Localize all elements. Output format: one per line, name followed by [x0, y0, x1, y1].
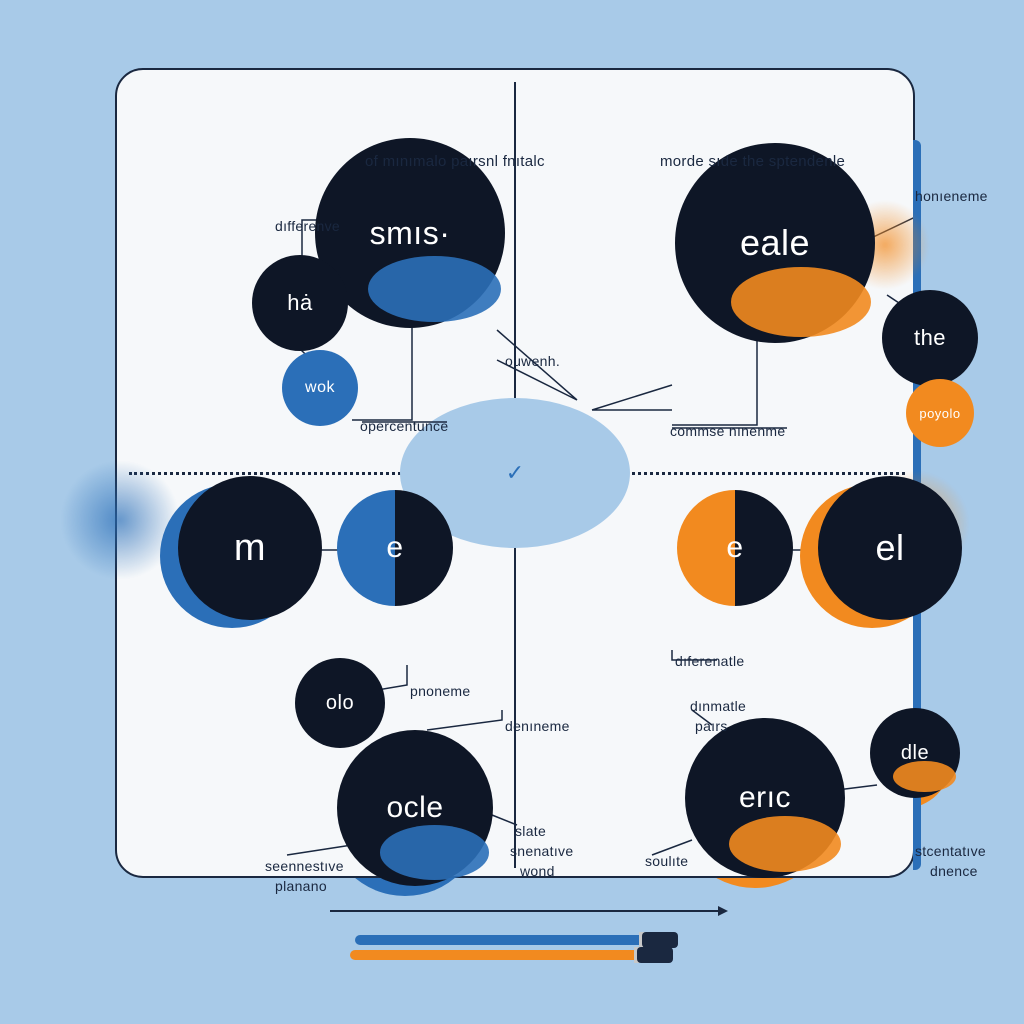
diagram-label: dıferenatle: [675, 653, 744, 669]
node-m: m: [178, 476, 322, 620]
node-ocle: ocle: [337, 730, 493, 886]
diagram-label: soulıte: [645, 853, 688, 869]
diagram-label: dınmatle: [690, 698, 746, 714]
node-poyolo: poyolo: [906, 379, 974, 447]
diagram-label: planano: [275, 878, 327, 894]
diagram-label: dıfferenve: [275, 218, 340, 234]
diagram-label: of mınımalo paırsnl fnıtalc: [365, 153, 545, 170]
node-the: the: [882, 290, 978, 386]
diagram-label: morde sıde the sptendenle: [660, 153, 845, 170]
node-ha: hȧ: [252, 255, 348, 351]
node-wok: wok: [282, 350, 358, 426]
diagram-label: denıneme: [505, 718, 570, 734]
diagram-label: pnoneme: [410, 683, 470, 699]
diagram-label: snenatıve: [510, 843, 573, 859]
pencil-icon: [355, 935, 675, 945]
texture-blob: [60, 460, 180, 580]
diagram-label: honıeneme: [915, 188, 988, 204]
diagram-label: slate: [515, 823, 546, 839]
bottom-arrow: [330, 910, 720, 912]
diagram-label: commse nınenme: [670, 423, 785, 439]
diagram-label: stcentatıve: [915, 843, 986, 859]
node-eric: erıc: [685, 718, 845, 878]
diagram-label: opercentunce: [360, 418, 448, 434]
node-dle: dle: [870, 708, 960, 798]
diagram-label: ouwenh.: [505, 353, 560, 369]
center-check-icon: ✓: [506, 460, 524, 486]
diagram-label: paırs: [695, 718, 728, 734]
diagram-label: dnence: [930, 863, 978, 879]
node-eale: eale: [675, 143, 875, 343]
node-el: el: [818, 476, 962, 620]
diagram-label: seennestıve: [265, 858, 344, 874]
node-e1: e: [337, 490, 453, 606]
node-e2: e: [677, 490, 793, 606]
node-olo: olo: [295, 658, 385, 748]
diagram-label: wond: [520, 863, 555, 879]
pencil-icon: [350, 950, 670, 960]
